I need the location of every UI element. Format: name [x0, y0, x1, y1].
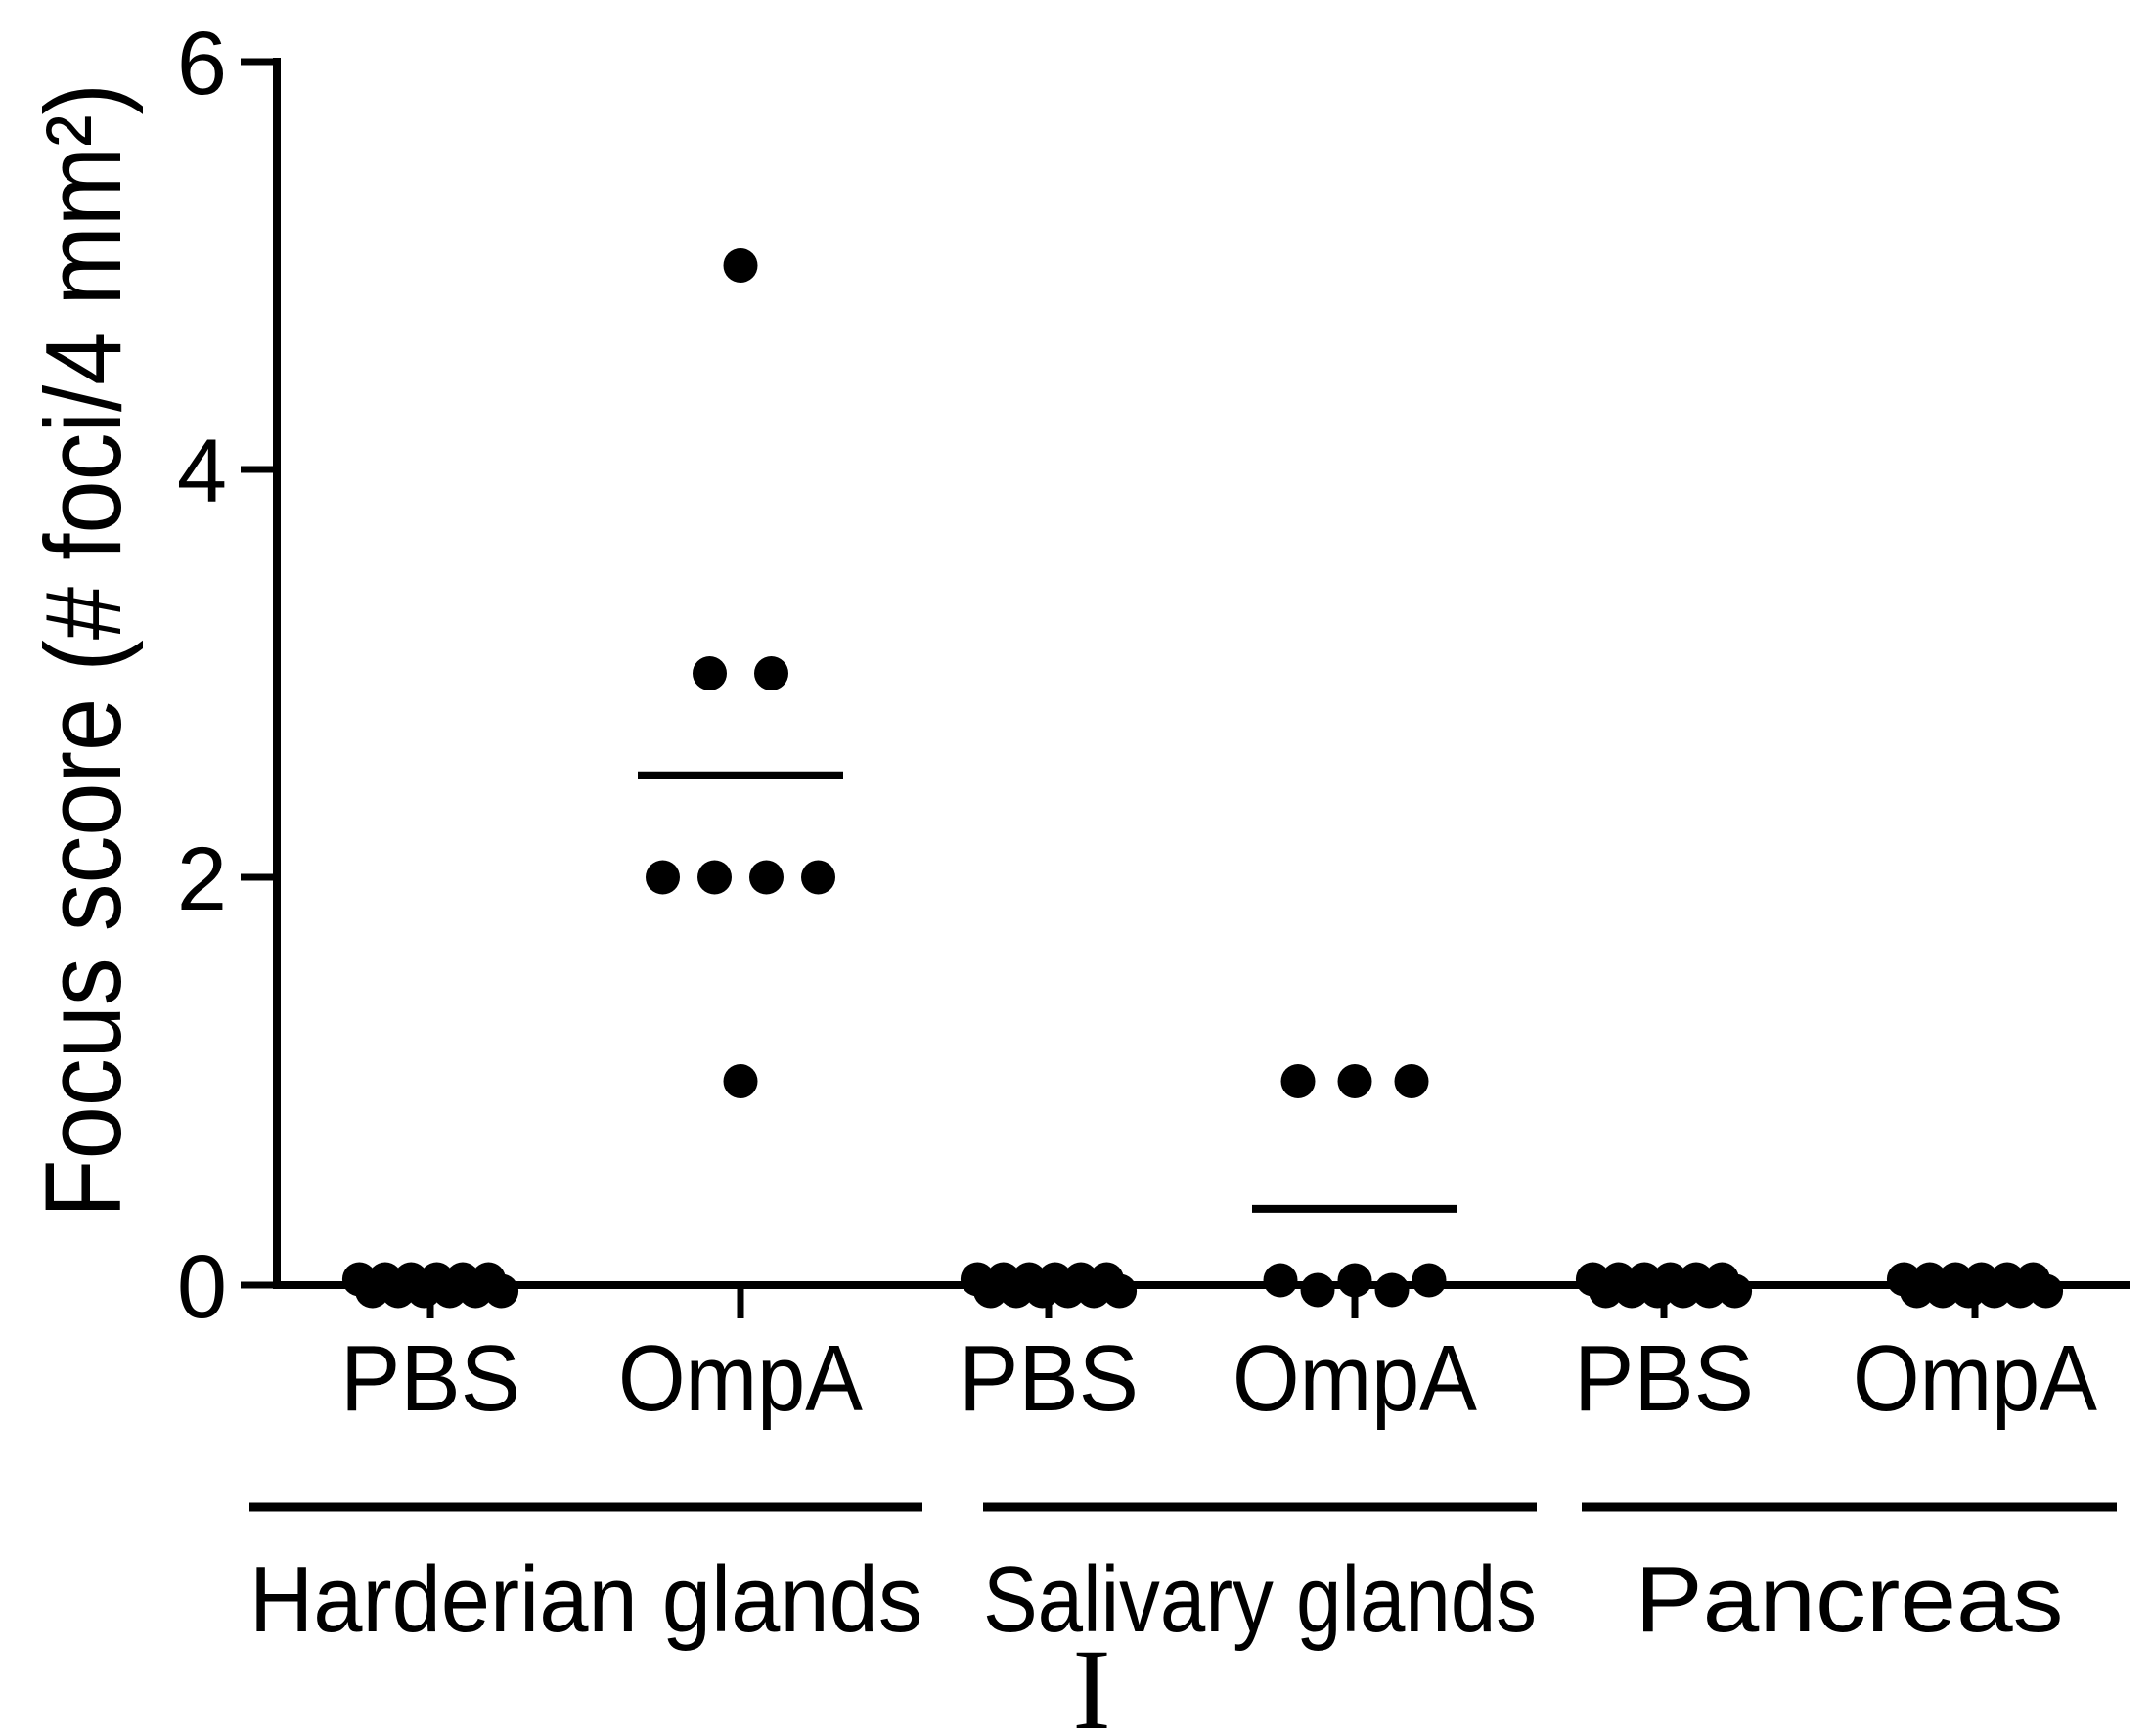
y-tick-label: 6 [177, 14, 227, 113]
data-point [754, 656, 788, 690]
data-point [697, 860, 732, 895]
y-axis-title: Focus score (# foci/4 mm²) [23, 83, 144, 1218]
tissue-group-label: Pancreas [1636, 1547, 2064, 1652]
data-point [1412, 1263, 1447, 1298]
data-point [1102, 1273, 1138, 1309]
y-tick-label: 4 [177, 422, 227, 521]
data-point [693, 656, 727, 690]
data-point [2029, 1273, 2064, 1309]
data-point [723, 1064, 758, 1098]
data-point [1337, 1263, 1372, 1298]
data-point [801, 860, 835, 895]
data-point [723, 248, 758, 283]
data-point [1394, 1064, 1429, 1098]
data-point [1263, 1263, 1298, 1298]
data-points-layer [341, 248, 2064, 1309]
condition-label: PBS [1574, 1326, 1754, 1431]
condition-label: OmpA [1233, 1326, 1477, 1431]
y-axis-ticks: 0 2 4 6 [177, 14, 277, 1337]
data-point [749, 860, 784, 895]
y-tick-label: 0 [177, 1237, 227, 1337]
data-point [484, 1273, 519, 1309]
tissue-group-label: Salivary glands [983, 1547, 1537, 1652]
panel-label: I [1072, 1625, 1110, 1736]
data-point [1718, 1273, 1753, 1309]
condition-label: PBS [340, 1326, 520, 1431]
y-tick-label: 2 [177, 829, 227, 929]
data-point [1280, 1064, 1316, 1098]
condition-label: OmpA [618, 1326, 863, 1431]
data-point [1374, 1272, 1410, 1308]
x-axis-labels-layer: PBS OmpA Harderian glands PBS OmpA Salivary g… [249, 1285, 2117, 1652]
condition-label: OmpA [1853, 1326, 2097, 1431]
tissue-group-label: Harderian glands [249, 1547, 922, 1652]
condition-label: PBS [959, 1326, 1139, 1431]
data-point [1300, 1272, 1335, 1308]
data-point [646, 860, 680, 895]
data-point [1337, 1064, 1372, 1098]
